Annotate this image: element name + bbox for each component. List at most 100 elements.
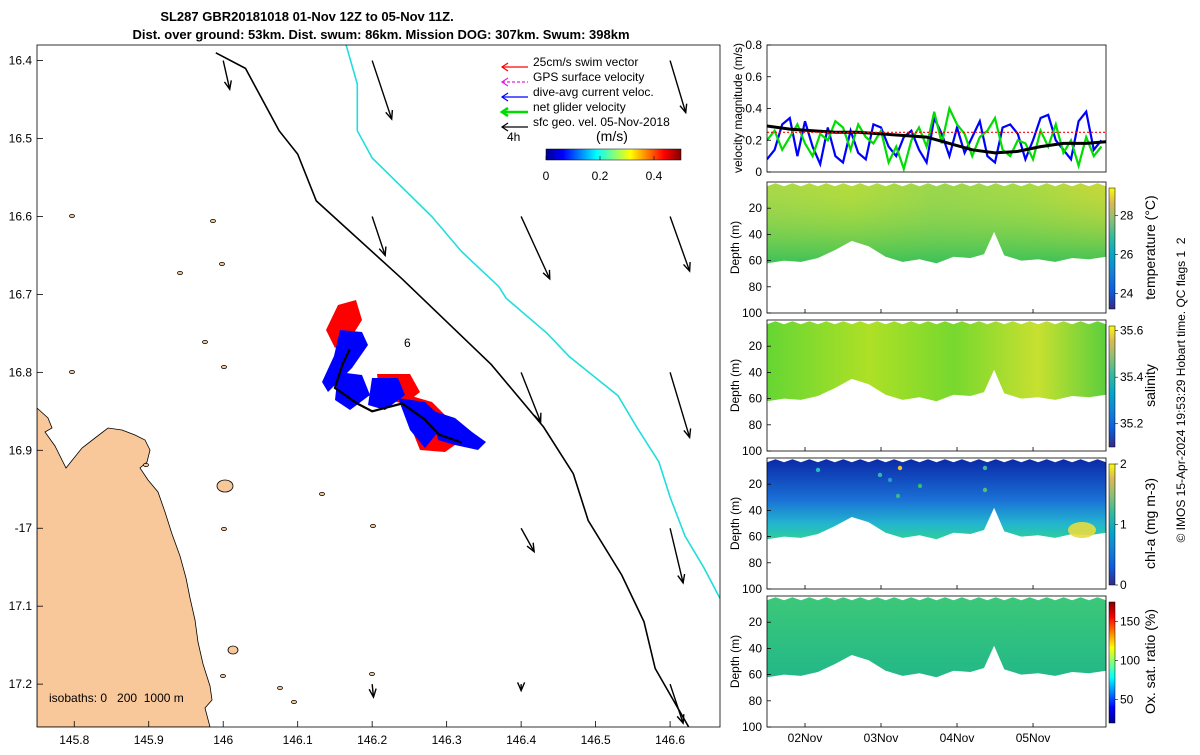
section-x-tick-label: 02Nov [788, 731, 823, 745]
section-y-tick-label: 80 [749, 418, 763, 432]
map-colorbar-tick-label: 0.2 [592, 169, 609, 183]
legend-arrowhead [499, 106, 509, 118]
section-data [767, 459, 1106, 540]
section-colorbar-label: Ox. sat. ratio (%) [1142, 609, 1158, 714]
section-y-tick-label: 20 [749, 201, 763, 215]
section-colorbar-tick-label: 0 [1120, 578, 1127, 592]
section-colorbar [1108, 325, 1116, 448]
section-fill [767, 597, 1106, 678]
geo-vector-arrow [520, 216, 551, 281]
velocity-y-tick-label: 0.8 [745, 38, 762, 52]
chl-sample-point [887, 477, 893, 483]
velocity-frame [766, 44, 1107, 173]
chl-sample-point [917, 483, 923, 489]
section-y-tick-label: 20 [749, 339, 763, 353]
legend-time: 4h [507, 130, 520, 144]
section-colorbar-tick-label: 150 [1120, 615, 1140, 629]
chl-sample-point [815, 467, 821, 473]
section-frame [766, 319, 1107, 452]
reef-island [69, 213, 75, 218]
reef-island [219, 261, 225, 266]
section-colorbar [1108, 463, 1116, 586]
velocity-plot: 0 0.2 0.4 0.6 0.8 velocity magnitude (m/s) [731, 38, 1107, 179]
depth-section-chl-a: 20 40 60 80 100 Depth (m) 0 1 2 chl-a (mg m-3) [728, 457, 1158, 596]
reef-island [202, 339, 208, 344]
velocity-ylabel: velocity magnitude (m/s) [731, 43, 745, 173]
section-colorbar-tick-label: 35.4 [1120, 370, 1144, 384]
chl-sample-point [982, 487, 988, 493]
coastline-land [37, 407, 213, 727]
map-y-tick-label: 16.5 [9, 132, 33, 146]
section-fill [767, 459, 1106, 540]
section-y-tick-label: 60 [749, 254, 763, 268]
legend-entry: sfc geo. vel. 05-Nov-2018 [500, 115, 670, 132]
copyright-text: © IMOS 15-Apr-2024 19:53:29 Hobart time.… [1174, 237, 1188, 542]
legend-arrowhead [500, 77, 509, 87]
series-line-net-glider-velocity [767, 105, 1103, 172]
map-colorbar-tick-label: 0 [543, 169, 550, 183]
section-colorbar-tick-label: 35.2 [1120, 417, 1144, 431]
section-y-tick-label: 40 [749, 641, 763, 655]
legend-entry: net glider velocity [499, 100, 626, 118]
isobath-200m [215, 52, 690, 727]
geo-vector-arrow [520, 527, 536, 554]
section-y-tick-label: 60 [749, 530, 763, 544]
section-y-tick-label: 40 [749, 503, 763, 517]
section-ylabel: Depth (m) [728, 221, 742, 274]
section-y-tick-label: 100 [742, 306, 762, 320]
section-x-tick-label: 03Nov [864, 731, 899, 745]
section-ylabel: Depth (m) [728, 635, 742, 688]
legend-label: 25cm/s swim vector [533, 55, 638, 69]
reef-island [143, 462, 149, 467]
legend-arrowhead [500, 122, 509, 132]
map-colorbar-ticks: 0 0.2 0.4 [543, 156, 663, 183]
legend-entry: GPS surface velocity [500, 70, 644, 87]
map-x-axis: 145.8 145.9 146 146.1 146.2 146.3 146.4 146.5 14… [59, 721, 685, 747]
map-plot: 145.8 145.9 146 146.1 146.2 146.3 146.4 146.5 14… [9, 44, 721, 747]
section-x-tick-label: 04Nov [940, 731, 975, 745]
reef-island [369, 672, 375, 677]
legend-label: net glider velocity [533, 100, 626, 114]
reef-island [221, 364, 227, 369]
geostrophic-vectors [222, 60, 692, 725]
geo-vector-arrow [222, 60, 232, 91]
section-ylabel: Depth (m) [728, 359, 742, 412]
section-colorbar-label: salinity [1142, 364, 1158, 407]
reef-islands [69, 213, 376, 705]
section-y-tick-label: 20 [749, 477, 763, 491]
section-y-tick-label: 100 [742, 444, 762, 458]
velocity-y-axis: 0 0.2 0.4 0.6 0.8 [745, 38, 771, 179]
map-x-tick-label: 146.3 [432, 733, 462, 747]
legend-label: dive-avg current veloc. [533, 85, 654, 99]
depth-section-oxygen: 20 40 60 80 100 Depth (m) 50 100 150 Ox. sat. rat… [728, 595, 1158, 745]
geo-vector-arrow [669, 528, 686, 585]
geo-vector-arrow [520, 372, 542, 424]
legend-arrowhead [500, 62, 509, 72]
reef-island [177, 270, 183, 275]
section-colorbar-tick-label: 50 [1120, 693, 1134, 707]
section-y-tick-label: 40 [749, 365, 763, 379]
map-x-tick-label: 146.5 [581, 733, 611, 747]
reef-island [216, 479, 234, 493]
geo-vector-arrow [669, 216, 691, 273]
series-line-dive-avg-current-veloc- [767, 109, 1103, 168]
section-colorbar-tick-label: 1 [1120, 518, 1127, 532]
section-colorbar [1108, 601, 1116, 724]
chl-high-patch [1068, 522, 1096, 538]
legend-entry: dive-avg current veloc. [500, 85, 654, 102]
glider-track-line [333, 348, 462, 444]
section-colorbar-tick-label: 100 [1120, 654, 1140, 668]
geo-vector-arrow [516, 682, 526, 693]
map-x-tick-label: 146 [213, 733, 233, 747]
geo-vector-arrow [371, 216, 387, 258]
reef-island [220, 674, 226, 679]
chl-sample-point [895, 493, 901, 499]
section-data [767, 321, 1106, 402]
title-line2: Dist. over ground: 53km. Dist. swum: 86k… [132, 27, 629, 42]
reef-island [291, 700, 297, 705]
legend-label: sfc geo. vel. 05-Nov-2018 [533, 115, 670, 129]
chl-sample-point [982, 465, 988, 471]
map-y-axis: 16.4 16.5 16.6 16.7 16.8 16.9 -17 17.1 17.2 [9, 54, 43, 691]
section-data [767, 597, 1106, 678]
section-y-tick-label: 100 [742, 582, 762, 596]
